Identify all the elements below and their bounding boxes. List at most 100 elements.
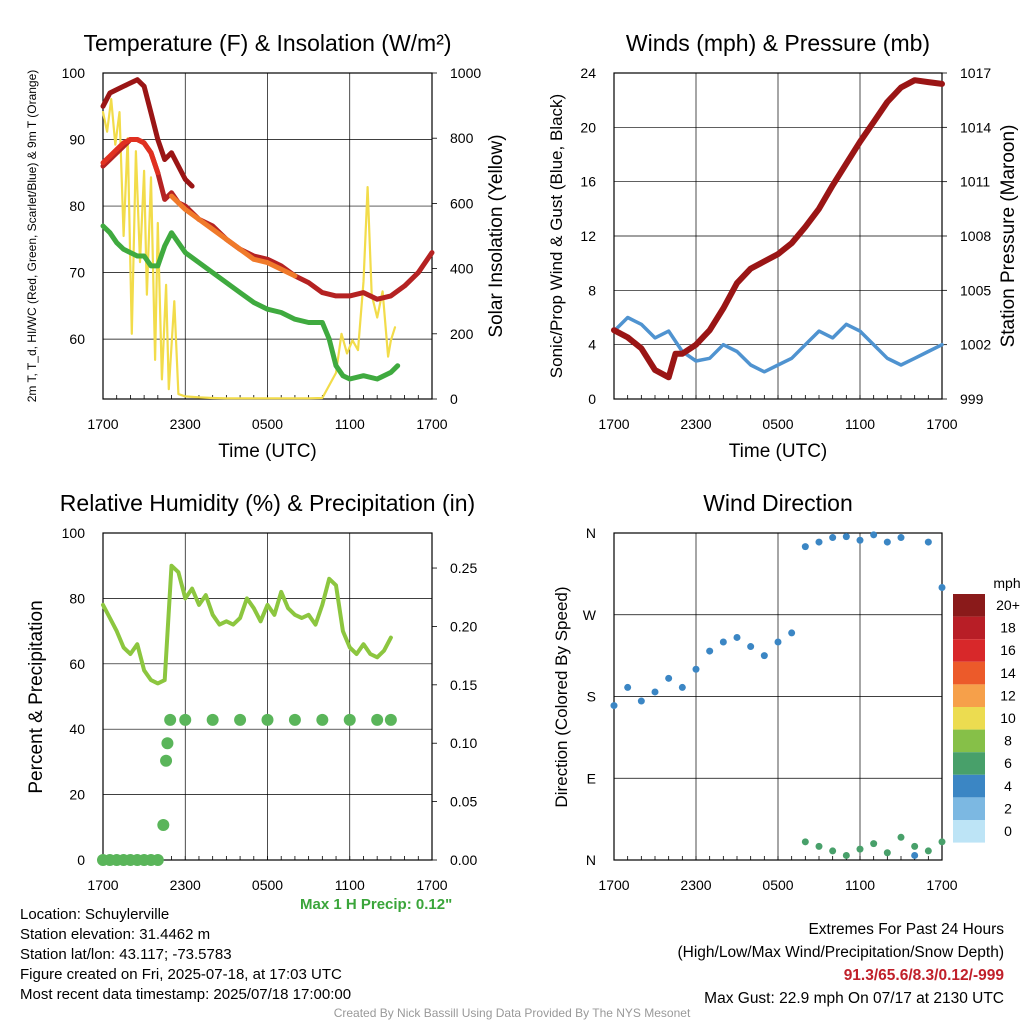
temp-xtick-label: 2300	[170, 416, 201, 432]
temp-ytick-right-label: 0	[450, 391, 458, 407]
dir-series-direction-calm	[883, 849, 891, 857]
rh-xtick-label: 2300	[170, 877, 201, 893]
dir-ytick-label: N	[586, 525, 596, 541]
colorbar-label: 4	[1004, 778, 1012, 794]
dir-series-direction	[610, 702, 618, 710]
wind-xtick-label: 0500	[762, 416, 793, 432]
rh-ytick-right-label: 0.15	[450, 677, 477, 693]
wind-series-speed	[612, 315, 944, 374]
rh-series-precip	[371, 713, 384, 726]
wind-ytick-label: 20	[580, 119, 596, 135]
dir-series-direction	[870, 531, 878, 539]
colorbar-label: 20+	[996, 597, 1020, 613]
temp-title: Temperature (F) & Insolation (W/m²)	[83, 30, 451, 56]
dir-series-direction	[624, 683, 632, 691]
dir-ylabel: Direction (Colored By Speed)	[552, 586, 571, 807]
temp-series-heat-index	[100, 137, 161, 176]
dir-series-direction	[747, 643, 755, 651]
wind-ytick-label: 8	[588, 282, 596, 298]
rh-series-precip	[288, 713, 301, 726]
colorbar-swatch	[953, 774, 985, 798]
rh-series-precip	[343, 713, 356, 726]
wind-ylabel-right: Station Pressure (Maroon)	[998, 125, 1019, 348]
colorbar-swatch	[953, 594, 985, 617]
temp-series-dewpoint	[100, 223, 401, 382]
temp-ytick-label: 90	[69, 132, 85, 148]
rh-series-precip	[316, 713, 329, 726]
rh-xtick-label: 1700	[416, 877, 447, 893]
colorbar-swatch	[953, 616, 985, 640]
colorbar-swatch	[953, 752, 985, 775]
rh-series-precip	[164, 713, 177, 726]
rh-series-precip	[179, 713, 192, 726]
dir-series-direction-calm	[897, 833, 905, 841]
wind-ytick-right-label: 999	[960, 391, 984, 407]
temp-ytick-right-label: 600	[450, 195, 474, 211]
colorbar-label: 10	[1000, 710, 1016, 726]
rh-ytick-right-label: 0.10	[450, 735, 477, 751]
dir-series-direction	[733, 633, 741, 641]
temp-ytick-right-label: 800	[450, 130, 474, 146]
max-gust: Max Gust: 22.9 mph On 07/17 at 2130 UTC	[704, 990, 1004, 1007]
dir-ytick-label: S	[587, 689, 596, 705]
colorbar-swatch	[953, 729, 985, 753]
extremes-title: Extremes For Past 24 Hours	[808, 921, 1004, 938]
rh-ytick-right-label: 0.05	[450, 794, 477, 810]
dir-ytick-label: W	[583, 607, 597, 623]
rh-ytick-right-label: 0.00	[450, 852, 477, 868]
rh-series-precip	[151, 854, 164, 866]
wind-xtick-label: 1100	[845, 416, 875, 432]
rh-ytick-label: 80	[69, 590, 85, 606]
wind-ytick-label: 24	[580, 65, 596, 81]
temp-ytick-right-label: 400	[450, 261, 474, 277]
temp-ytick-label: 80	[69, 198, 85, 214]
dir-series-direction	[801, 543, 809, 551]
dir-series-direction	[829, 534, 837, 542]
dir-series-direction	[637, 697, 645, 705]
extremes-box: Extremes For Past 24 Hours (High/Low/Max…	[678, 918, 1005, 1010]
wind-ytick-right-label: 1002	[960, 337, 991, 353]
temp-ylabel: 2m T, T_d, HI/WC (Red, Green, Scarlet/Bl…	[25, 70, 39, 403]
temp-series-9m-temp	[169, 193, 298, 279]
station-location: Location: Schuylerville	[20, 906, 170, 923]
wind-title: Winds (mph) & Pressure (mb)	[626, 30, 930, 56]
rh-ytick-right-label: 0.20	[450, 618, 477, 634]
dir-series-direction-calm	[842, 851, 850, 859]
rh-series-precip	[234, 713, 247, 726]
wind-ytick-right-label: 1017	[960, 65, 991, 81]
dir-series-direction-calm	[924, 847, 932, 855]
wind-ytick-right-label: 1005	[960, 282, 991, 298]
wind-xlabel: Time (UTC)	[729, 441, 828, 462]
colorbar-label: 18	[1000, 620, 1016, 636]
temp-xtick-label: 0500	[252, 416, 283, 432]
colorbar-swatch	[953, 797, 985, 820]
dir-series-direction	[924, 538, 932, 546]
dir-series-direction	[706, 647, 714, 655]
credit-line: Created By Nick Bassill Using Data Provi…	[333, 1006, 691, 1020]
rh-ytick-label: 60	[69, 656, 85, 672]
wind-xtick-label: 2300	[680, 416, 711, 432]
dir-xtick-label: 0500	[762, 877, 793, 893]
dir-series-direction	[719, 638, 727, 646]
dir-series-direction-calm	[801, 838, 809, 846]
dir-series-direction	[856, 536, 864, 544]
rh-series-precip	[261, 713, 274, 726]
dir-xtick-label: 1100	[845, 877, 875, 893]
rh-series-precip	[384, 713, 397, 726]
dir-title: Wind Direction	[703, 490, 853, 516]
dir-series-direction	[760, 652, 768, 660]
temp-ytick-right-label: 200	[450, 326, 474, 342]
colorbar-label: 2	[1004, 800, 1012, 816]
rh-ytick-right-label: 0.25	[450, 560, 477, 576]
wind-ytick-right-label: 1014	[960, 119, 991, 135]
wind-ytick-label: 12	[580, 228, 596, 244]
extremes-subtitle: (High/Low/Max Wind/Precipitation/Snow De…	[677, 944, 1005, 961]
colorbar-swatch	[953, 639, 985, 662]
dir-series-direction	[774, 638, 782, 646]
station-info: Location: Schuylerville Station elevatio…	[20, 905, 351, 1005]
dir-series-direction-calm	[870, 840, 878, 848]
dir-xtick-label: 1700	[926, 877, 957, 893]
wind-ytick-label: 0	[588, 391, 596, 407]
temp-xtick-label: 1700	[416, 416, 447, 432]
